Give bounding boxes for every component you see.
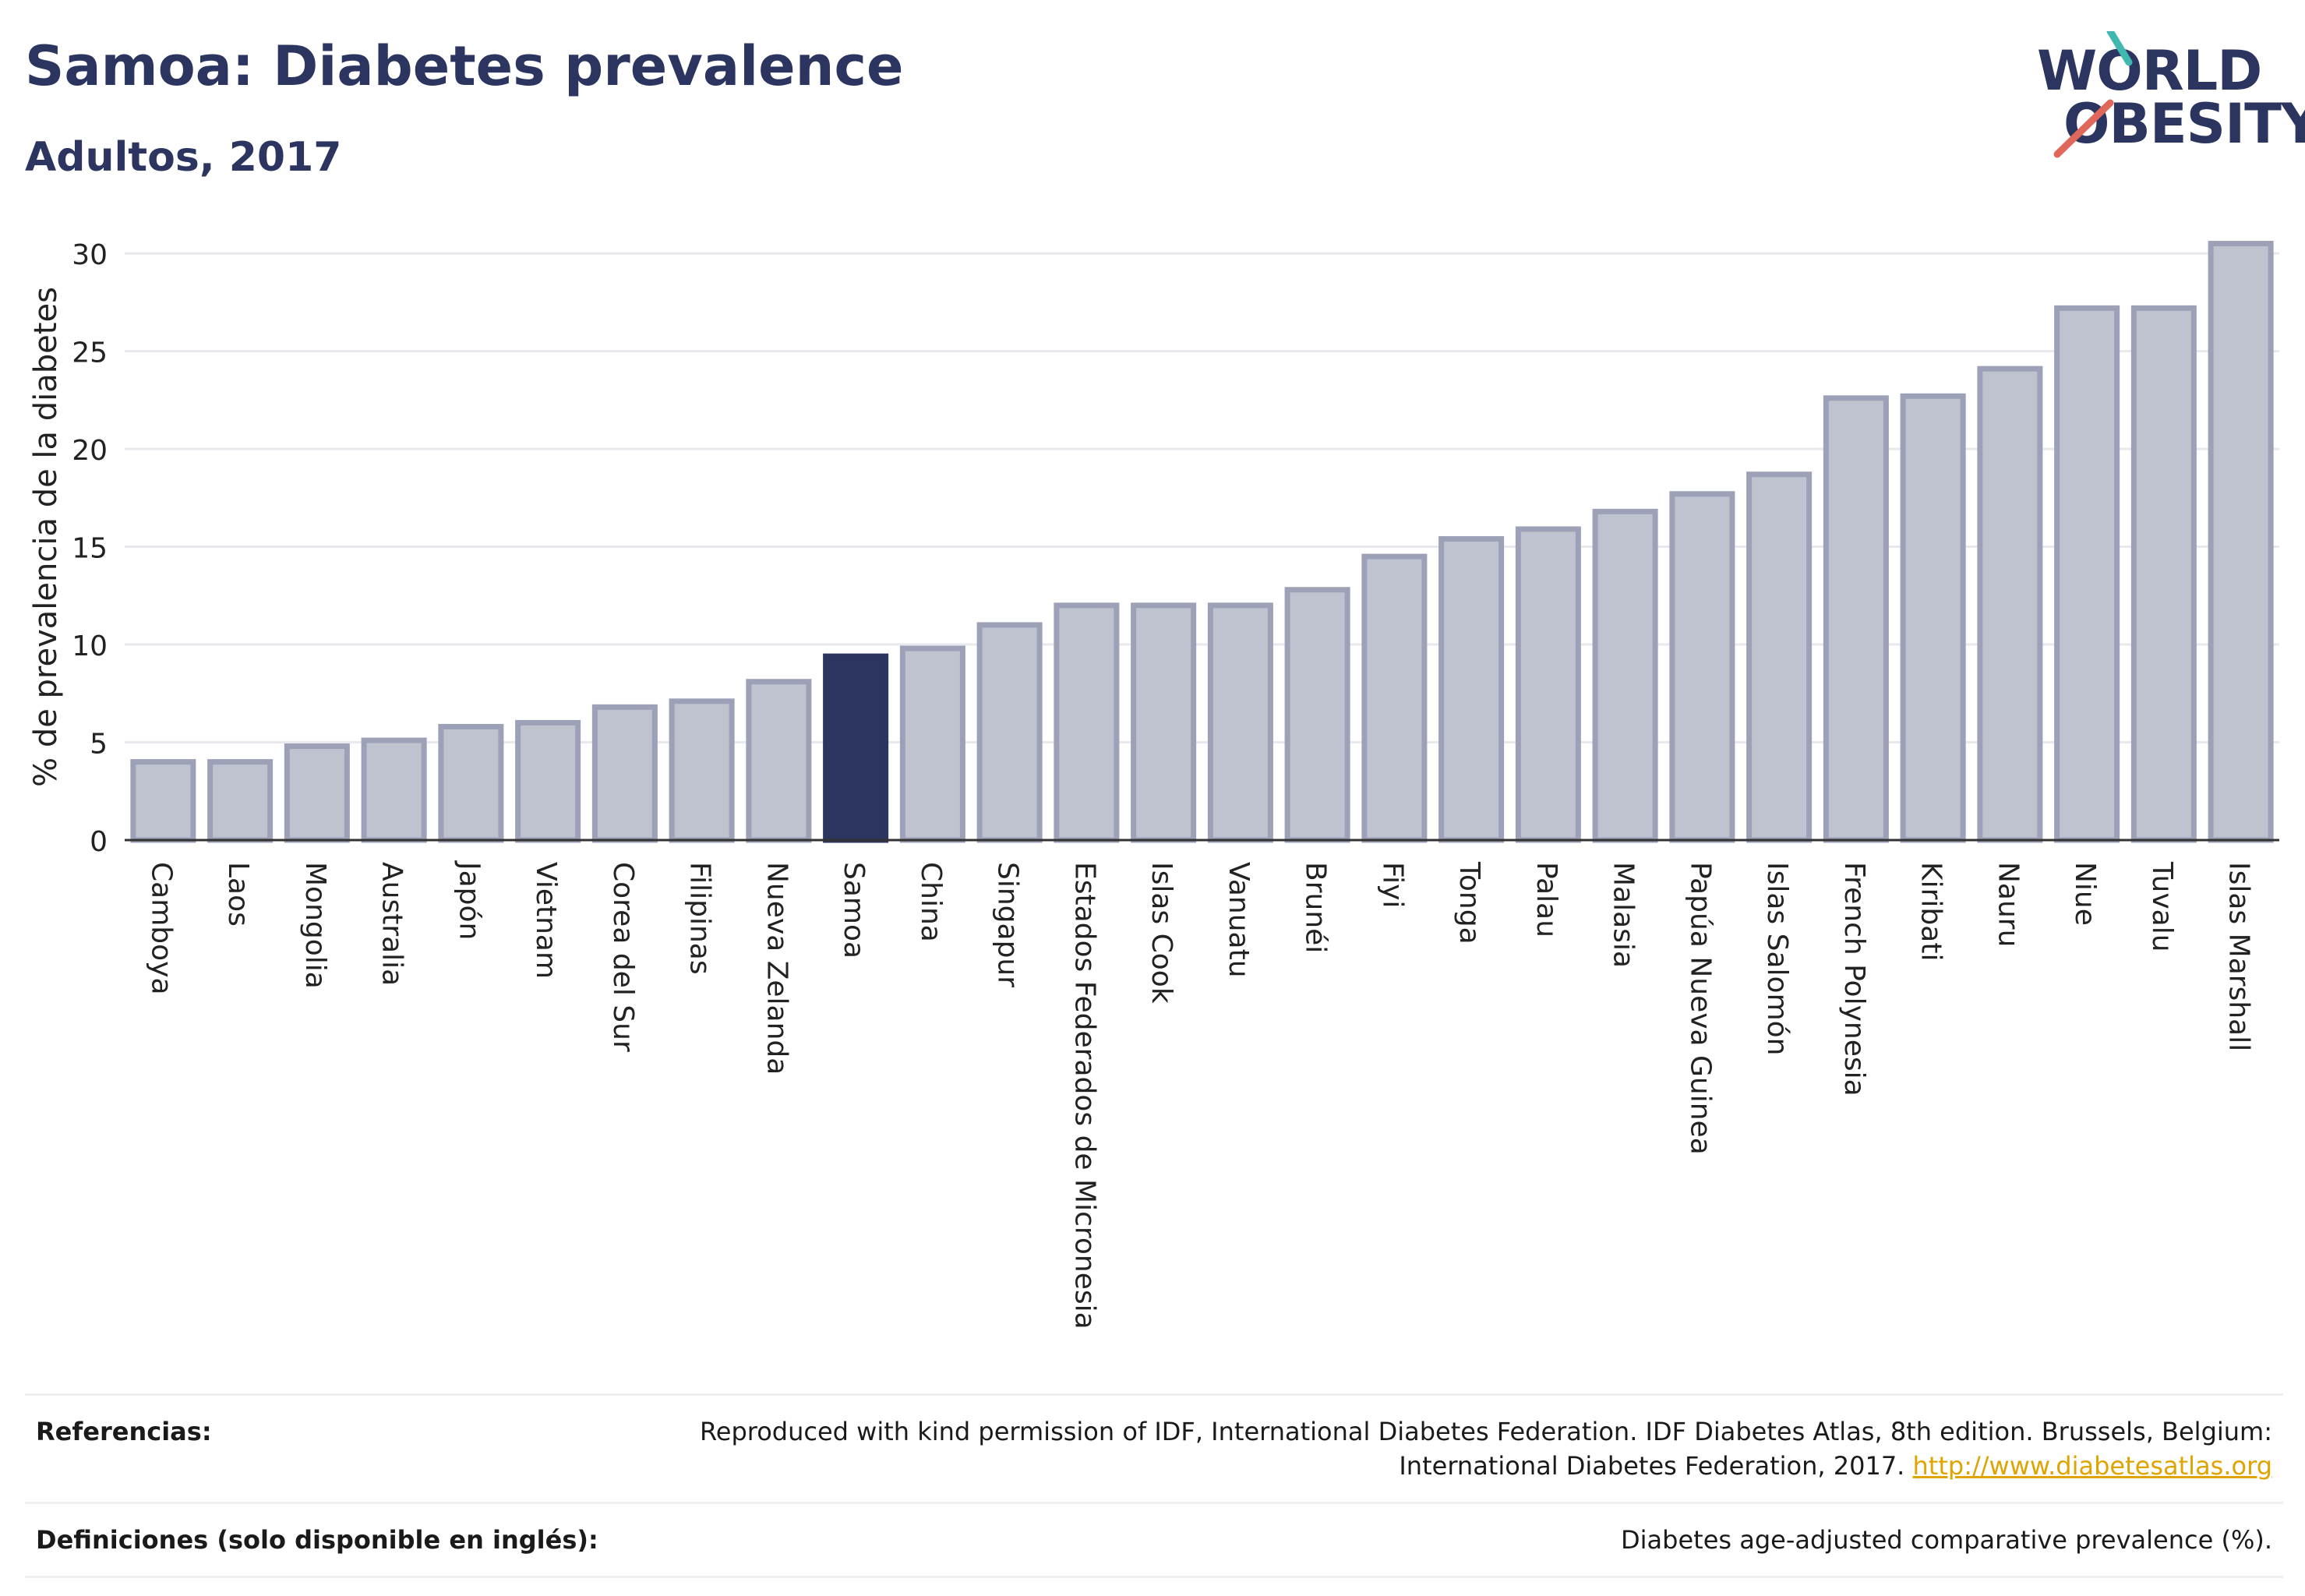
- bar: [1131, 602, 1197, 843]
- bar: [1054, 602, 1120, 843]
- x-tick-label: China: [915, 862, 947, 942]
- x-tick-label: Brunéi: [1300, 862, 1332, 953]
- x-tick-label: Laos: [222, 862, 254, 927]
- y-tick-label: 0: [90, 826, 108, 858]
- definitions-row: Definiciones (solo disponible en inglés)…: [25, 1504, 2283, 1578]
- x-tick-label: Malasia: [1608, 862, 1640, 968]
- references-text: Reproduced with kind permission of IDF, …: [699, 1417, 2272, 1446]
- chart-subtitle: Adultos, 2017: [25, 134, 342, 181]
- bar: [1207, 602, 1273, 843]
- y-tick-label: 25: [72, 337, 108, 369]
- logo-word-1: WORLD: [2037, 39, 2262, 103]
- x-tick-label: French Polynesia: [1838, 862, 1870, 1096]
- bar: [1361, 553, 1428, 843]
- bar: [591, 704, 658, 843]
- x-tick-label: Fiyi: [1376, 862, 1408, 908]
- y-tick-label: 15: [72, 533, 108, 565]
- x-tick-label: Samoa: [838, 862, 870, 959]
- bar: [2130, 305, 2197, 843]
- bar: [746, 679, 812, 843]
- y-axis-label: % de prevalencia de la diabetes: [28, 287, 64, 787]
- x-tick-label: Papúa Nueva Guinea: [1684, 862, 1716, 1155]
- x-tick-label: Tonga: [1453, 861, 1485, 945]
- bar: [2054, 305, 2120, 843]
- x-tick-label: Camboya: [145, 862, 177, 995]
- y-tick-label: 5: [90, 729, 108, 761]
- references-link[interactable]: http://www.diabetesatlas.org: [1912, 1451, 2272, 1481]
- bar: [823, 653, 889, 843]
- bar: [515, 719, 581, 843]
- x-tick-label: Nauru: [1992, 862, 2024, 947]
- bar: [438, 723, 504, 843]
- chart-title: Samoa: Diabetes prevalence: [25, 34, 904, 98]
- references-text-2: International Diabetes Federation, 2017.: [1399, 1451, 1905, 1481]
- x-tick-label: Nueva Zelanda: [761, 862, 792, 1075]
- x-tick-label: Islas Marshall: [2223, 862, 2255, 1051]
- x-tick-label: Vietnam: [530, 862, 562, 979]
- bar: [1823, 395, 1889, 843]
- references-table: Referencias: Reproduced with kind permis…: [25, 1393, 2283, 1578]
- x-tick-label: Islas Salomón: [1761, 862, 1793, 1055]
- bar: [669, 698, 735, 843]
- bar: [1977, 365, 2043, 843]
- x-tick-label: Corea del Sur: [607, 862, 639, 1052]
- bar: [976, 622, 1043, 843]
- x-tick-label: Singapur: [992, 862, 1024, 987]
- x-tick-label: Islas Cook: [1145, 862, 1177, 1004]
- bar: [1592, 508, 1658, 843]
- bar: [1438, 536, 1505, 843]
- world-obesity-logo: WORLD OBESITY: [2026, 31, 2305, 164]
- bar-chart: 0 5 10 15 20 25 30% de prevalencia de la diabe…: [28, 239, 2279, 1329]
- x-tick-label: Filipinas: [684, 862, 716, 975]
- x-tick-label: Palau: [1530, 862, 1562, 937]
- x-tick-label: Mongolia: [299, 862, 331, 989]
- bar: [1515, 526, 1581, 843]
- bar: [2208, 241, 2274, 843]
- x-tick-label: Niue: [2069, 862, 2101, 926]
- logo-slash-icon: [2053, 31, 2133, 158]
- references-value: Reproduced with kind permission of IDF, …: [700, 1414, 2272, 1483]
- x-tick-label: Japón: [453, 860, 485, 940]
- definitions-value: Diabetes age-adjusted comparative preval…: [1621, 1525, 2272, 1555]
- bar: [1900, 393, 1966, 843]
- x-tick-label: Vanuatu: [1223, 862, 1255, 978]
- bar: [1746, 471, 1813, 843]
- bar: [130, 759, 196, 843]
- x-tick-label: Australia: [376, 862, 408, 986]
- y-tick-label: 20: [72, 435, 108, 467]
- y-tick-label: 10: [72, 630, 108, 662]
- bar: [361, 737, 427, 843]
- x-tick-label: Estados Federados de Micronesia: [1068, 862, 1100, 1329]
- references-label: Referencias:: [36, 1417, 212, 1446]
- x-tick-label: Tuvalu: [2146, 861, 2178, 952]
- x-tick-label: Kiribati: [1915, 862, 1947, 961]
- bar: [1669, 491, 1735, 843]
- bar: [899, 645, 965, 843]
- bar: [284, 743, 350, 843]
- bar: [1284, 587, 1350, 843]
- bar: [207, 759, 274, 843]
- references-row: Referencias: Reproduced with kind permis…: [25, 1396, 2283, 1504]
- logo-word-2: OBESITY: [2063, 92, 2305, 156]
- y-tick-label: 30: [72, 239, 108, 271]
- definitions-label: Definiciones (solo disponible en inglés)…: [36, 1525, 598, 1555]
